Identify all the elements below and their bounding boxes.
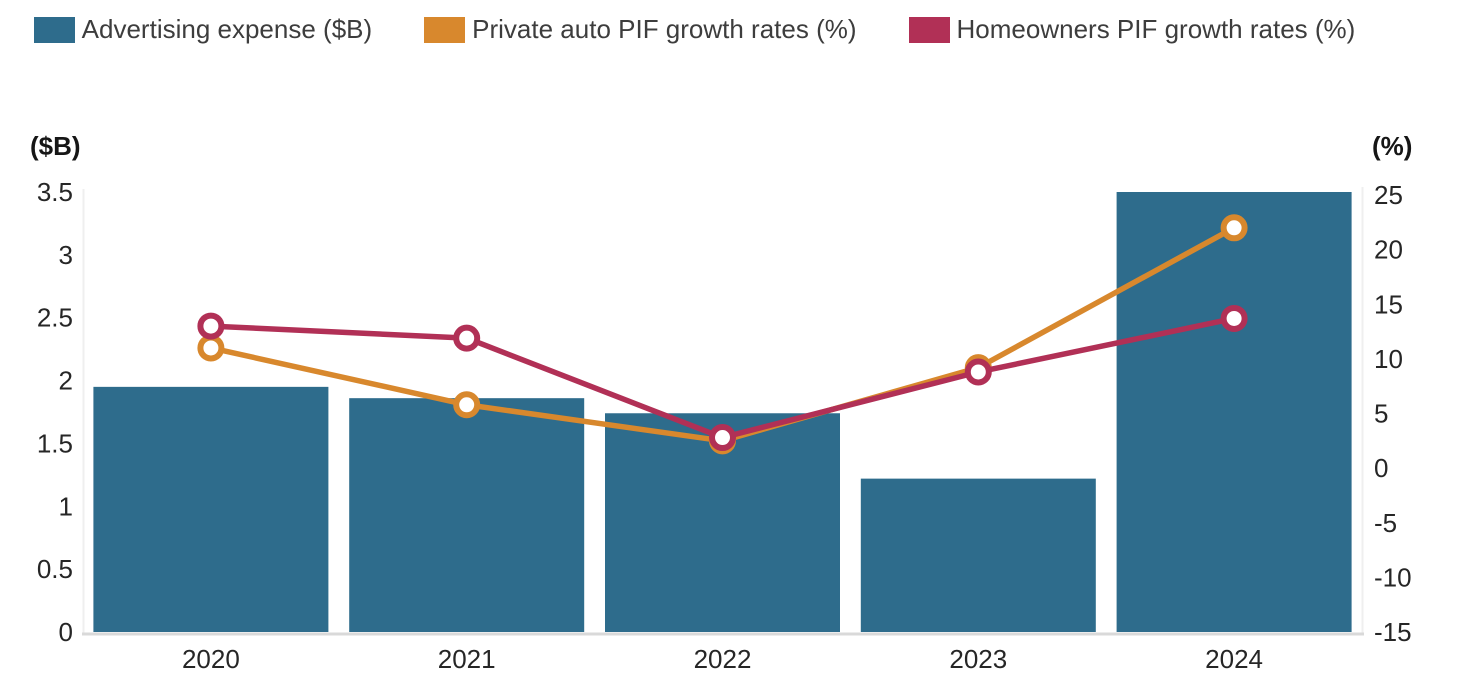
bar-swatch-icon [33, 16, 75, 43]
left-axis-title: ($B) [30, 131, 81, 161]
line-swatch-icon [424, 16, 466, 43]
legend-label: Advertising expense ($B) [81, 14, 373, 44]
private-auto-pif-growth-rates-marker-2024 [1220, 214, 1248, 242]
left-axis-tick: 1.5 [37, 428, 73, 458]
bar-2024 [1116, 192, 1352, 632]
homeowners-pif-growth-rates-marker-2020 [197, 312, 225, 340]
line-swatch-icon [908, 16, 950, 43]
private-auto-pif-growth-rates-marker-2020 [197, 334, 225, 362]
x-axis-label-2023: 2023 [949, 644, 1007, 674]
right-axis-tick: 0 [1374, 453, 1388, 483]
legend-item-0: Advertising expense ($B) [33, 14, 373, 45]
left-axis-tick: 0.5 [37, 554, 73, 584]
left-axis-tick: 1 [59, 491, 73, 521]
x-axis-label-2020: 2020 [182, 644, 240, 674]
legend-item-1: Private auto PIF growth rates (%) [424, 14, 857, 45]
bar-2020 [93, 386, 329, 632]
bar-2023 [860, 478, 1096, 632]
bar-2021 [349, 398, 585, 632]
right-axis-tick: -5 [1374, 508, 1397, 538]
private-auto-pif-growth-rates-marker-2021 [453, 391, 481, 419]
homeowners-pif-growth-rates-marker-2023 [964, 358, 992, 386]
chart-legend: Advertising expense ($B) Private auto PIF… [0, 14, 1464, 45]
homeowners-pif-growth-rates-marker-2022 [709, 424, 736, 452]
right-axis-tick: 5 [1374, 399, 1388, 429]
legend-label: Private auto PIF growth rates (%) [472, 14, 857, 44]
right-axis-tick: 25 [1374, 180, 1403, 210]
left-axis-tick: 2 [59, 366, 73, 396]
right-axis-title: (%) [1372, 131, 1413, 161]
right-axis-tick: 10 [1374, 344, 1403, 374]
left-axis-tick: 0 [59, 617, 73, 647]
x-axis-label-2022: 2022 [694, 644, 752, 674]
left-axis-tick: 2.5 [37, 303, 73, 333]
homeowners-pif-growth-rates-marker-2024 [1220, 304, 1248, 332]
left-axis-tick: 3.5 [37, 177, 73, 207]
left-axis-tick: 3 [59, 240, 73, 270]
homeowners-pif-growth-rates-marker-2021 [453, 324, 481, 352]
right-axis-tick: -15 [1374, 617, 1412, 647]
x-axis-label-2024: 2024 [1205, 644, 1263, 674]
legend-item-2: Homeowners PIF growth rates (%) [908, 14, 1356, 45]
right-axis-tick: 15 [1374, 289, 1403, 319]
legend-label: Homeowners PIF growth rates (%) [956, 14, 1356, 44]
right-axis-tick: 20 [1374, 235, 1403, 265]
right-axis-tick: -10 [1374, 562, 1412, 592]
x-axis-label-2021: 2021 [438, 644, 496, 674]
